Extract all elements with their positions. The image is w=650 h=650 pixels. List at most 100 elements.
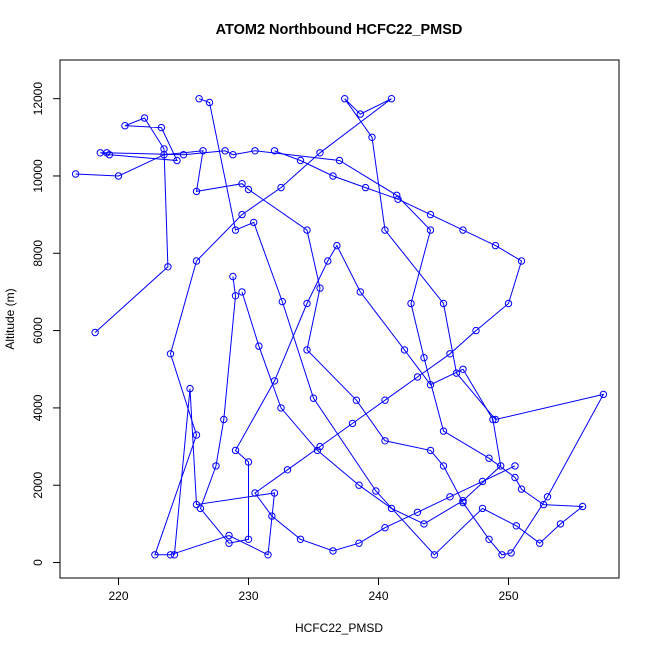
y-tick-label: 0: [31, 559, 45, 566]
data-point: [166, 350, 175, 358]
data-series: [196, 241, 505, 547]
data-point: [355, 539, 363, 547]
data-point: [512, 522, 520, 530]
data-point: [173, 156, 181, 165]
data-point: [478, 504, 487, 513]
data-point: [511, 462, 519, 470]
data-point: [413, 373, 422, 381]
data-point: [459, 497, 467, 505]
data-point: [430, 551, 439, 559]
data-point: [387, 504, 396, 513]
data-point: [394, 195, 402, 203]
data-point: [192, 187, 201, 196]
data-point: [303, 299, 311, 308]
data-point: [504, 299, 513, 308]
data-point: [277, 404, 285, 412]
data-point: [250, 218, 258, 227]
data-point: [497, 462, 505, 470]
data-point: [277, 183, 285, 192]
data-series: [71, 95, 608, 559]
data-point: [278, 297, 286, 306]
data-point: [192, 431, 201, 439]
data-point: [426, 446, 435, 455]
data-point: [244, 458, 253, 466]
data-point: [303, 226, 311, 234]
data-point: [229, 151, 237, 159]
data-point: [296, 156, 305, 165]
data-point: [196, 504, 205, 513]
data-point: [221, 147, 229, 155]
data-point: [283, 466, 292, 474]
series-line: [75, 98, 605, 556]
data-point: [400, 346, 409, 354]
data-point: [264, 551, 272, 559]
data-point: [372, 487, 380, 495]
data-point: [420, 520, 428, 528]
data-point: [225, 539, 233, 547]
data-point: [536, 539, 544, 547]
data-point: [333, 241, 341, 250]
data-point: [192, 500, 201, 509]
data-point: [231, 226, 240, 234]
data-point: [231, 292, 240, 300]
data-point: [225, 531, 233, 540]
data-point: [507, 549, 515, 557]
data-point: [296, 535, 305, 543]
data-point: [556, 520, 565, 528]
y-tick-label: 2000: [31, 472, 45, 499]
data-point: [238, 288, 246, 296]
data-point: [356, 288, 364, 296]
data-point: [439, 427, 448, 435]
data-point: [498, 551, 506, 559]
data-point: [316, 442, 324, 451]
data-point: [413, 508, 422, 516]
data-point: [329, 172, 337, 180]
data-point: [329, 547, 337, 555]
data-point: [578, 502, 587, 511]
data-point: [192, 257, 201, 265]
x-tick-label: 230: [238, 589, 258, 603]
data-point: [368, 133, 376, 142]
data-point: [238, 180, 246, 188]
y-tick-label: 4000: [31, 394, 45, 421]
data-point: [244, 535, 253, 543]
data-point: [517, 257, 526, 265]
data-point: [381, 524, 389, 532]
data-point: [511, 473, 519, 482]
data-point: [426, 210, 435, 219]
y-axis-label: Altitude (m): [3, 288, 17, 349]
data-point: [543, 493, 552, 501]
data-point: [166, 551, 175, 559]
data-point: [268, 512, 276, 520]
data-point: [361, 183, 370, 192]
data-point: [157, 123, 166, 132]
series-line: [254, 150, 523, 552]
data-point: [212, 462, 220, 470]
data-point: [251, 489, 259, 497]
data-point: [170, 551, 179, 559]
data-point: [160, 145, 168, 153]
data-point: [114, 172, 123, 180]
data-point: [186, 384, 194, 393]
data-point: [356, 110, 364, 118]
data-point: [485, 535, 493, 543]
data-point: [179, 151, 188, 159]
y-tick-label: 12000: [31, 82, 45, 116]
data-point: [459, 226, 467, 234]
data-point: [407, 299, 415, 308]
data-point: [238, 210, 246, 219]
data-point: [309, 394, 318, 402]
series-line: [94, 98, 584, 556]
data-point: [335, 156, 344, 165]
data-point: [517, 485, 526, 493]
data-point: [205, 98, 214, 107]
data-point: [452, 369, 461, 377]
data-point: [420, 354, 428, 362]
x-tick-label: 220: [108, 589, 128, 603]
data-point: [489, 415, 497, 424]
data-point: [270, 489, 279, 497]
data-point: [251, 147, 259, 155]
x-axis: 220 230 240 250: [108, 577, 519, 603]
data-point: [164, 263, 172, 271]
data-point: [91, 328, 99, 337]
